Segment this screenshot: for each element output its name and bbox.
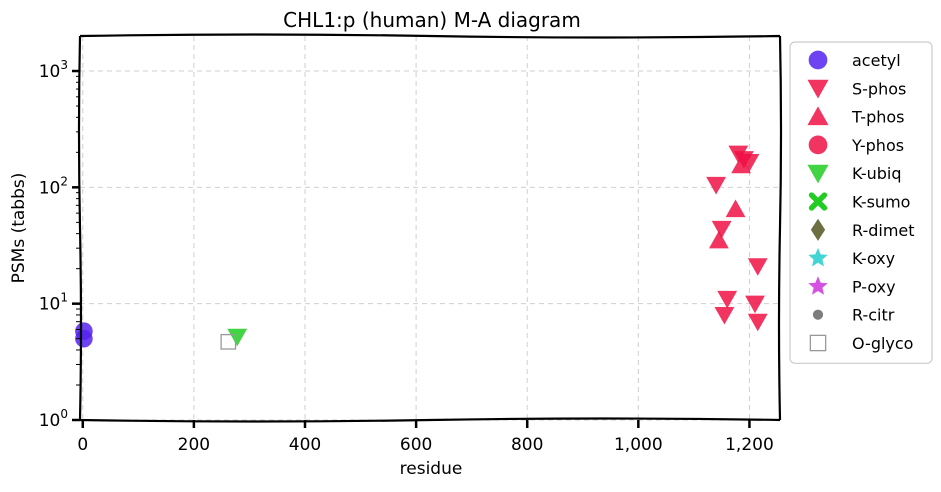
data-point-s-phos	[747, 258, 768, 276]
x-tick-label: 200	[178, 435, 210, 455]
legend-marker-o-glyco	[809, 334, 827, 352]
data-point-s-phos	[714, 306, 735, 325]
legend-marker-y-phos	[808, 135, 828, 155]
data-point-s-phos	[747, 313, 768, 332]
legend-label: O-glyco	[852, 334, 913, 353]
x-tick-label: 1,000	[614, 435, 663, 455]
data-point-s-phos	[711, 220, 732, 239]
y-tick-label: 103	[39, 58, 68, 82]
y-axis-label: PSMs (tabbs)	[9, 173, 29, 284]
x-axis-label: residue	[400, 459, 463, 479]
legend-marker-r-dimet	[810, 218, 826, 241]
legend-marker-p-oxy	[808, 276, 828, 295]
data-point-t-phos	[725, 199, 746, 218]
chart-title: CHL1:p (human) M-A diagram	[283, 8, 581, 32]
x-tick-label: 0	[77, 435, 88, 455]
x-tick-label: 400	[289, 435, 321, 455]
legend-label: K-oxy	[852, 249, 895, 268]
data-point-o-glyco	[220, 333, 237, 350]
data-point-t-phos	[731, 155, 752, 174]
legend-marker-k-ubiq	[807, 164, 829, 184]
x-tick-label: 800	[511, 435, 543, 455]
grid	[80, 36, 780, 421]
legend-label: S-phos	[852, 79, 906, 98]
legend: acetyl S-phos T-phos Y-phos K-ubiq K-sumo R-di…	[789, 41, 933, 364]
legend-label: P-oxy	[852, 277, 896, 296]
legend-label: K-sumo	[852, 193, 910, 212]
data-point-acetyl	[75, 329, 93, 348]
data-point-s-phos	[706, 176, 727, 195]
data-point-s-phos	[745, 295, 765, 314]
legend-label: K-ubiq	[852, 164, 901, 183]
axes: 0 200 400 600 800 1,000 1,200 100 101 102 103	[39, 33, 783, 455]
y-tick-label: 101	[39, 291, 68, 315]
x-tick-label: 1,200	[725, 435, 774, 455]
legend-marker-s-phos	[807, 79, 829, 99]
plot-frame	[77, 33, 783, 423]
legend-label: acetyl	[852, 51, 901, 70]
legend-marker-k-sumo	[808, 192, 828, 211]
y-tick-label: 102	[39, 174, 68, 198]
x-tick-label: 600	[400, 435, 432, 455]
data-point-s-phos	[739, 154, 760, 172]
legend-marker-k-oxy	[808, 247, 828, 267]
data-points	[75, 145, 768, 350]
data-point-t-phos	[708, 230, 729, 249]
legend-marker-acetyl	[808, 50, 828, 70]
y-tick-label: 100	[39, 407, 68, 431]
legend-label: R-citr	[852, 306, 895, 325]
data-point-k-ubiq	[227, 328, 248, 347]
legend-label: R-dimet	[852, 221, 915, 240]
legend-label: T-phos	[851, 108, 905, 127]
data-point-s-phos	[717, 290, 738, 309]
legend-marker-t-phos	[807, 106, 829, 126]
legend-marker-r-citr	[812, 309, 824, 320]
legend-label: Y-phos	[851, 136, 904, 155]
